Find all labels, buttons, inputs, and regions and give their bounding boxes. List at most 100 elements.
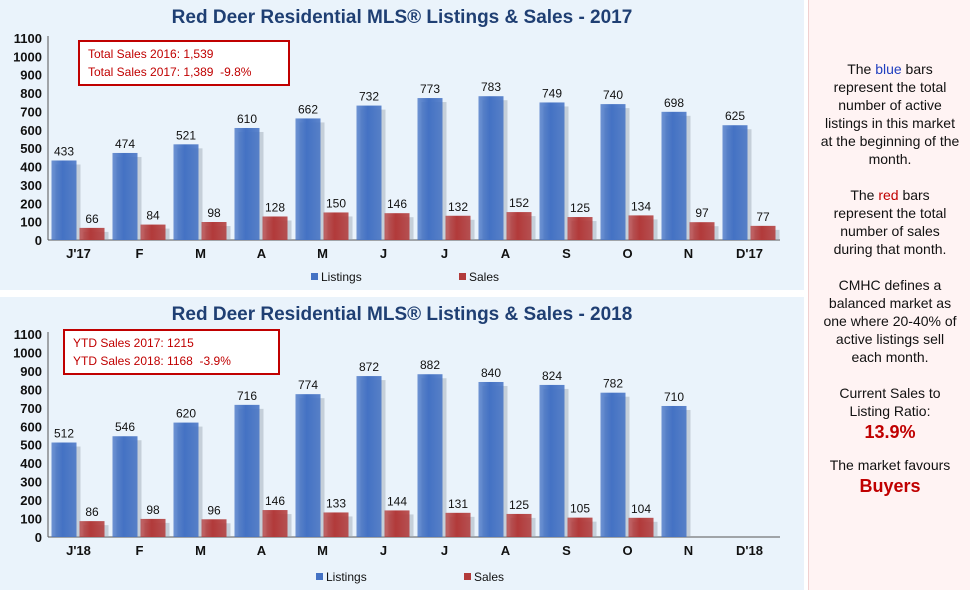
sales-value-label: 77 — [756, 210, 770, 224]
bar-chart-2018: 0 100 200 300 400 500 600 700 800 900 1000 1100 512 8… — [13, 327, 780, 584]
listings-bar — [661, 111, 687, 241]
listings-value-label: 824 — [542, 369, 562, 383]
sales-bar — [750, 225, 776, 240]
listings-bar — [173, 422, 199, 537]
listings-value-label: 710 — [664, 390, 684, 404]
listings-bar — [234, 404, 260, 537]
listings-value-label: 840 — [481, 366, 501, 380]
listings-bar — [417, 374, 443, 537]
y-tick-label: 700 — [20, 104, 42, 119]
x-tick-label: D'17 — [736, 246, 763, 261]
callout-2017: Total Sales 2016: 1,539 Total Sales 2017… — [78, 40, 290, 86]
chart-panel-2017: Red Deer Residential MLS® Listings & Sal… — [0, 0, 804, 290]
x-tick-label: J'18 — [66, 543, 91, 558]
x-tick-label: A — [257, 543, 267, 558]
sales-bar — [506, 212, 532, 240]
sales-value-label: 97 — [695, 206, 709, 220]
sales-bar — [384, 510, 410, 537]
sales-bar — [567, 517, 593, 537]
callout-2018: YTD Sales 2017: 1215 YTD Sales 2018: 116… — [63, 329, 280, 375]
sales-value-label: 96 — [207, 503, 221, 517]
listings-bar — [539, 384, 565, 537]
legend-listings-label: Listings — [326, 570, 367, 584]
listings-bar — [295, 118, 321, 240]
y-tick-label: 200 — [20, 196, 42, 211]
x-tick-label: D'18 — [736, 543, 763, 558]
callout-2017-line1: Total Sales 2016: 1,539 — [88, 47, 214, 61]
x-tick-label: M — [317, 246, 328, 261]
sales-value-label: 86 — [85, 505, 99, 519]
sales-bar — [384, 213, 410, 240]
cmhc-definition: CMHC defines a balanced market as one wh… — [823, 277, 957, 365]
x-tick-label: F — [136, 543, 144, 558]
sales-value-label: 144 — [387, 494, 407, 508]
listings-bar — [539, 102, 565, 240]
sales-bar — [201, 519, 227, 537]
sales-bar — [262, 216, 288, 240]
x-tick-label: O — [622, 246, 632, 261]
y-tick-label: 800 — [20, 86, 42, 101]
x-tick-label: A — [501, 543, 511, 558]
sales-value-label: 133 — [326, 496, 346, 510]
legend-sales-label: Sales — [469, 270, 499, 284]
listings-bar — [722, 125, 748, 240]
y-tick-label: 1100 — [14, 31, 42, 46]
x-tick-label: N — [684, 246, 693, 261]
sales-bar — [140, 224, 166, 240]
x-tick-label: J — [441, 246, 448, 261]
listings-value-label: 773 — [420, 82, 440, 96]
y-tick-label: 300 — [20, 475, 42, 490]
listings-bar — [661, 405, 687, 537]
sales-bar — [201, 222, 227, 240]
sales-value-label: 131 — [448, 497, 468, 511]
listings-value-label: 512 — [54, 427, 74, 441]
x-tick-label: O — [622, 543, 632, 558]
sales-bar — [567, 217, 593, 240]
market-explanation-panel: The blue bars represent the total number… — [808, 0, 970, 590]
listings-bar — [173, 144, 199, 240]
y-tick-label: 400 — [20, 160, 42, 175]
favours-value: Buyers — [859, 476, 921, 496]
callout-2018-line2: YTD Sales 2018: 1168 -3.9% — [73, 354, 231, 368]
sales-bar — [689, 222, 715, 240]
y-tick-label: 700 — [20, 401, 42, 416]
listings-bar — [600, 392, 626, 537]
y-tick-label: 200 — [20, 493, 42, 508]
sales-value-label: 134 — [631, 199, 651, 213]
chart-title-2018: Red Deer Residential MLS® Listings & Sal… — [171, 304, 633, 325]
callout-2018-line1: YTD Sales 2017: 1215 — [73, 336, 194, 350]
sales-bar — [79, 227, 105, 240]
legend-listings-swatch — [316, 573, 323, 580]
x-tick-label: J — [380, 246, 387, 261]
chart-title-2017: Red Deer Residential MLS® Listings & Sal… — [171, 7, 633, 28]
listings-bar — [356, 376, 382, 537]
listings-value-label: 662 — [298, 102, 318, 116]
sales-value-label: 152 — [509, 196, 529, 210]
x-tick-label: A — [501, 246, 511, 261]
blue-word: blue — [875, 61, 902, 77]
listings-bar — [417, 98, 443, 240]
y-tick-label: 100 — [20, 215, 42, 230]
x-tick-label: S — [562, 543, 571, 558]
listings-bar — [356, 105, 382, 240]
listings-bar — [478, 96, 504, 240]
y-tick-label: 800 — [20, 382, 42, 397]
listings-value-label: 872 — [359, 360, 379, 374]
listings-bar — [295, 394, 321, 537]
y-tick-label: 100 — [20, 512, 42, 527]
listings-value-label: 546 — [115, 420, 135, 434]
y-tick-label: 500 — [20, 141, 42, 156]
y-tick-label: 600 — [20, 123, 42, 138]
sales-bar — [323, 512, 349, 537]
x-tick-label: S — [562, 246, 571, 261]
y-tick-label: 400 — [20, 456, 42, 471]
listings-value-label: 774 — [298, 378, 318, 392]
sales-value-label: 66 — [85, 212, 99, 226]
sales-value-label: 146 — [387, 197, 407, 211]
x-tick-label: N — [684, 543, 693, 558]
x-tick-label: J'17 — [66, 246, 91, 261]
y-tick-label: 0 — [35, 233, 42, 248]
listings-value-label: 625 — [725, 109, 745, 123]
legend-sales-swatch — [459, 273, 466, 280]
sales-value-label: 105 — [570, 502, 590, 516]
